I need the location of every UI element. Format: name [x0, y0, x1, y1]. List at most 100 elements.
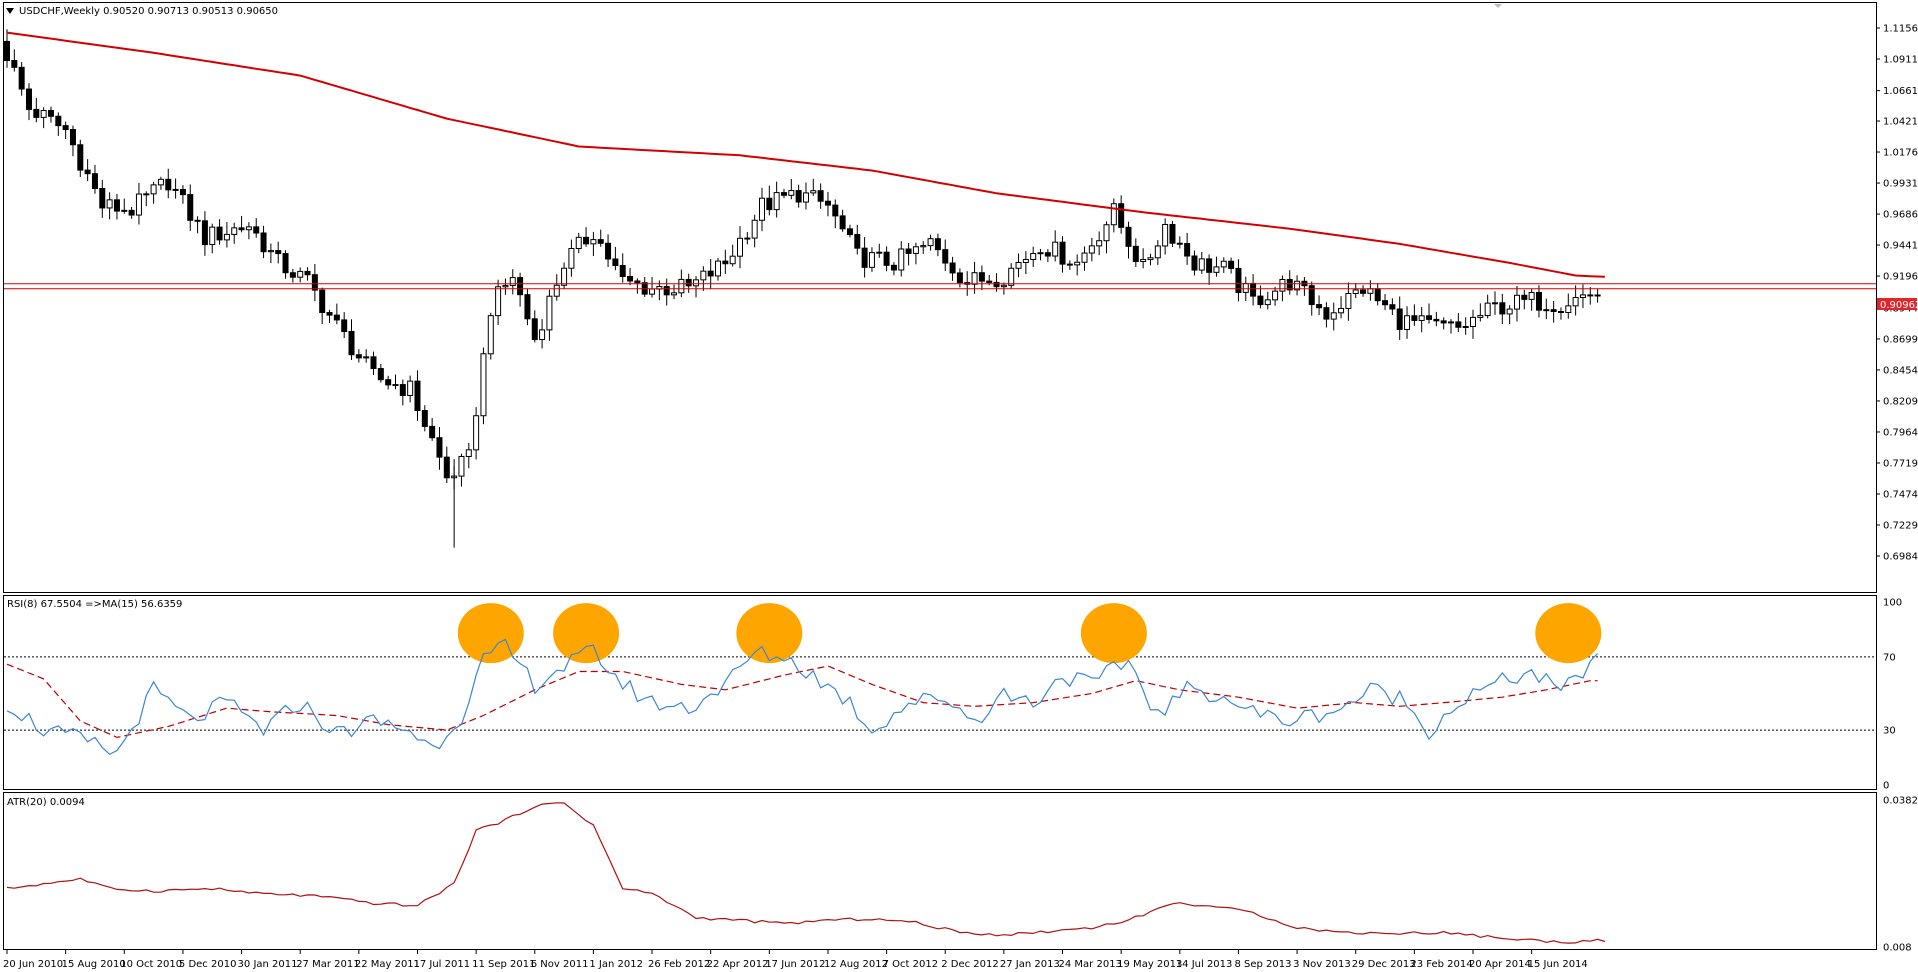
symbol-header: USDCHF,Weekly 0.90520 0.90713 0.90513 0.…: [19, 6, 278, 17]
candle-body: [143, 193, 150, 196]
candle-body: [612, 258, 619, 267]
candle-body: [1338, 307, 1345, 314]
candle-body: [62, 125, 69, 131]
candle-body: [1565, 305, 1572, 314]
candle-body: [1220, 260, 1227, 268]
candle-body: [927, 238, 934, 247]
time-tick-label: 6 Nov 2011: [531, 959, 589, 970]
candle-body: [802, 192, 809, 203]
candle-body: [231, 227, 238, 235]
candle-body: [795, 190, 802, 203]
candle-body: [1044, 252, 1051, 257]
time-tick-label: 23 Feb 2014: [1410, 959, 1472, 970]
candle-body: [1242, 282, 1249, 293]
time-tick-label: 17 Jul 2011: [413, 959, 470, 970]
candle-body: [414, 380, 421, 412]
candle-body: [33, 108, 40, 118]
candle-body: [1228, 260, 1235, 269]
candle-body: [1279, 278, 1286, 292]
price-pane[interactable]: [3, 2, 1877, 593]
candle-body: [399, 384, 406, 396]
candle-body: [333, 314, 340, 321]
candle-body: [1411, 315, 1418, 321]
candle-body: [55, 115, 62, 127]
candle-body: [194, 219, 201, 222]
candle-body: [1477, 315, 1484, 318]
candle-body: [627, 276, 634, 282]
candle-body: [824, 200, 831, 206]
candle-body: [1470, 316, 1476, 328]
candle-body: [920, 245, 927, 248]
price-tick-label: 1.09110: [1883, 55, 1918, 66]
time-tick-label: 2 Dec 2012: [941, 959, 999, 970]
candle-body: [744, 237, 751, 240]
candle-body: [1345, 293, 1352, 309]
candle-body: [1404, 315, 1411, 330]
candle-body: [1184, 243, 1191, 257]
time-tick-label: 15 Jun 2014: [1528, 959, 1588, 970]
symbol-dropdown-icon[interactable]: [6, 8, 14, 14]
current-price-badge: [1877, 298, 1917, 310]
candle-body: [1587, 294, 1594, 297]
candle-body: [1154, 245, 1161, 259]
candle-body: [216, 226, 223, 241]
candle-body: [539, 329, 546, 341]
candle-body: [1206, 258, 1213, 273]
candle-body: [326, 312, 333, 316]
candle-body: [1110, 203, 1117, 226]
candle-body: [1396, 308, 1403, 330]
candle-body: [209, 226, 216, 246]
candle-body: [304, 270, 311, 276]
rsi-tick-label: 30: [1883, 726, 1896, 737]
candle-body: [649, 288, 656, 295]
candle-body: [267, 250, 274, 253]
candle-body: [810, 190, 817, 194]
candle-body: [429, 425, 436, 439]
candle-body: [407, 380, 414, 396]
candle-body: [1169, 223, 1176, 244]
candle-body: [1535, 291, 1542, 311]
candle-body: [1074, 261, 1081, 266]
candle-body: [1528, 291, 1535, 300]
candle-body: [1418, 315, 1425, 321]
candle-body: [1235, 267, 1242, 293]
candle-body: [319, 289, 326, 314]
atr-tick-label: 0.0382: [1883, 796, 1918, 807]
candle-body: [282, 253, 289, 274]
candle-body: [1594, 294, 1601, 297]
candle-body: [1521, 294, 1528, 300]
chart-shift-marker: [1494, 4, 1502, 8]
candle-body: [1096, 240, 1103, 247]
candle-body: [392, 384, 399, 387]
candle-body: [113, 199, 120, 212]
candle-body: [971, 272, 978, 285]
candle-body: [1272, 290, 1279, 301]
candle-body: [898, 248, 905, 271]
price-tick-label: 1.04210: [1883, 117, 1918, 128]
candle-body: [201, 220, 208, 246]
time-tick-label: 26 Feb 2012: [648, 959, 710, 970]
rsi-highlight-circle: [736, 603, 803, 664]
time-tick-label: 1 Jan 2012: [589, 959, 643, 970]
candle-body: [370, 356, 377, 370]
candle-body: [1213, 266, 1220, 273]
time-tick-label: 15 Aug 2010: [62, 959, 126, 970]
candle-body: [978, 272, 985, 282]
candle-body: [1382, 300, 1389, 306]
candle-body: [1257, 295, 1264, 306]
candle-body: [861, 247, 868, 268]
candle-body: [355, 354, 362, 359]
candle-body: [1360, 289, 1367, 294]
candle-body: [1103, 224, 1110, 242]
atr-pane[interactable]: [3, 792, 1877, 950]
candle-body: [106, 199, 113, 209]
candle-body: [1374, 288, 1381, 302]
